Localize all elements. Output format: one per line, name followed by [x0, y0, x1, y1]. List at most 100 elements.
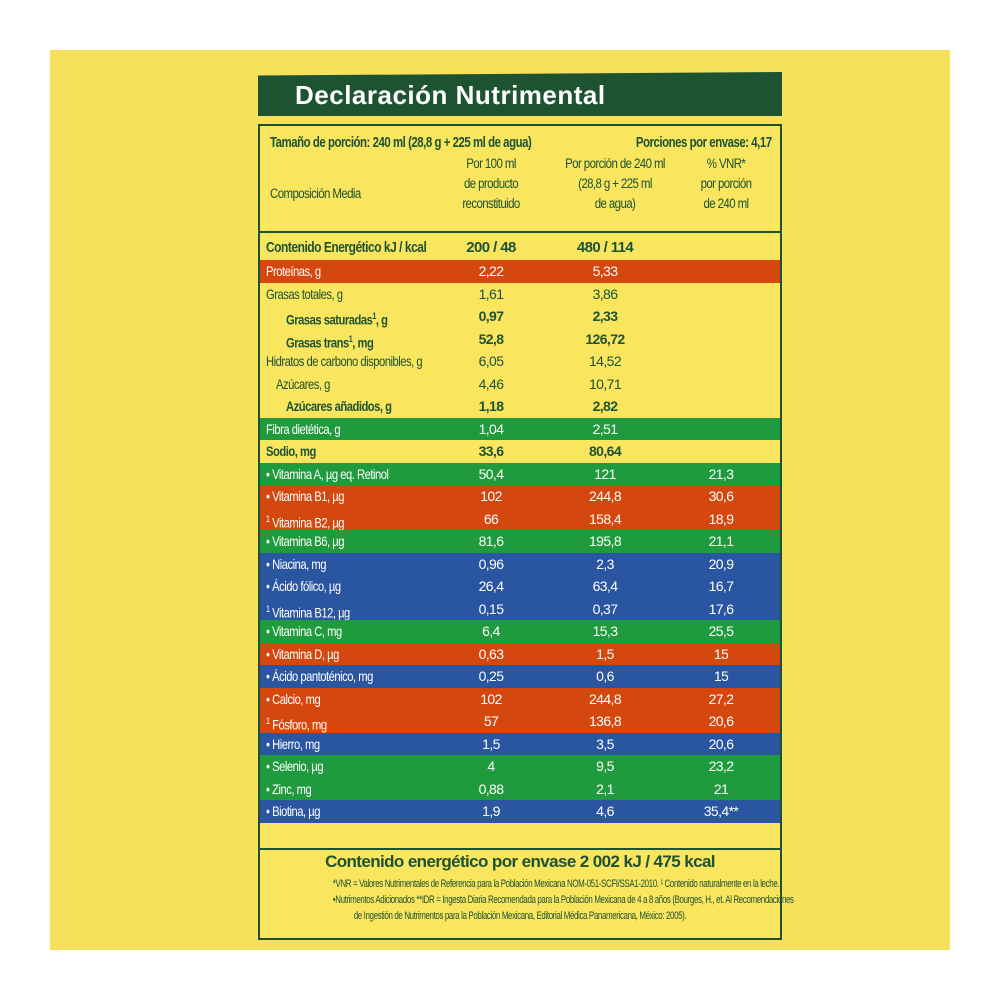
header-line: de 240 ml	[703, 196, 749, 211]
value-per-100ml: 33,6	[478, 443, 504, 459]
nutrient-name: Ácido pantoténico, mg	[272, 668, 373, 684]
bullet: •	[266, 690, 270, 707]
nutrient-row: Grasas trans1, mg 52,8 126,72	[260, 328, 780, 351]
row-label: • Vitamina A, µg eq. Retinol	[266, 463, 389, 486]
value-per-100ml: 102	[480, 690, 502, 707]
footnote-mark: 1	[372, 311, 376, 321]
footnote-mark: 1	[266, 513, 270, 524]
nutrient-name: Vitamina B1, µg	[272, 488, 344, 504]
nutrient-row: • Vitamina A, µg eq. Retinol 50,4 121 21,3	[260, 462, 780, 486]
row-label: • Biotina, µg	[266, 800, 320, 823]
serving-size: Tamaño de porción: 240 ml (28,8 g + 225 …	[270, 134, 532, 151]
value-per-100ml: 66	[483, 510, 499, 527]
unit: , mg	[352, 334, 374, 351]
header-vnr: % VNR* por porción de 240 ml	[684, 154, 769, 214]
value-vnr: 21,3	[708, 465, 734, 482]
nutrient-name: Zinc, mg	[272, 780, 312, 797]
value-per-serving: 3,86	[592, 285, 618, 302]
nutrient-row: • Calcio, mg 102 244,8 27,2	[260, 687, 780, 711]
row-label: • Zinc, mg	[266, 778, 312, 801]
bullet: •	[266, 488, 270, 504]
nutrient-name: Niacina, mg	[272, 555, 326, 572]
nutrient-row: • Ácido fólico, µg 26,4 63,4 16,7	[260, 575, 780, 598]
nutrient-row: Azúcares añadidos, g 1,18 2,82	[260, 395, 780, 418]
nutrition-table: Tamaño de porción: 240 ml (28,8 g + 225 …	[258, 124, 794, 940]
header-line: de agua)	[594, 196, 636, 211]
row-label: • Calcio, mg	[266, 688, 321, 711]
value-per-100ml: 6,05	[478, 353, 504, 369]
nutrient-row: • Hierro, mg 1,5 3,5 20,6	[260, 732, 780, 756]
header-per-serving: Por porción de 240 ml (28,8 g + 225 ml d…	[560, 154, 671, 214]
row-label: • Vitamina B6, µg	[266, 530, 344, 553]
nutrient-row: Proteínas, g 2,22 5,33	[260, 260, 780, 283]
energy-row: Contenido Energético kJ / kcal 200 / 48 …	[260, 237, 780, 260]
footnote: •Nutrimentos Adicionados **IDR = Ingesta…	[332, 894, 794, 906]
value-per-serving: 5,33	[592, 263, 618, 279]
row-label: • Selenio, µg	[266, 755, 324, 778]
page-title: Declaración Nutrimental	[295, 80, 606, 110]
bullet: •	[266, 555, 270, 572]
value-per-100ml: 6,4	[482, 623, 500, 639]
value-per-100ml: 1,04	[478, 420, 504, 437]
nutrient-row: • Niacina, mg 0,96 2,3 20,9	[260, 552, 780, 576]
nutrient-row: • Vitamina B6, µg 81,6 195,8 21,1	[260, 530, 780, 553]
bullet: •	[266, 668, 270, 684]
nutrient-name: Vitamina B2, µg	[272, 514, 345, 531]
value-vnr: 20,9	[708, 555, 734, 572]
row-label: 1 Vitamina B12, µg	[266, 598, 350, 624]
header-per-100ml: Por 100 ml de producto reconstituido	[444, 154, 538, 214]
value-per-serving: 0,37	[592, 600, 618, 617]
value-per-serving: 0,6	[596, 668, 614, 684]
bullet: •	[266, 780, 270, 797]
value-vnr: 17,6	[708, 600, 734, 617]
value-per-serving: 126,72	[585, 330, 625, 347]
bullet: •	[266, 803, 270, 819]
row-label: Grasas totales, g	[266, 283, 343, 306]
value-vnr: 20,6	[708, 713, 734, 729]
nutrient-name: Grasas trans	[286, 334, 349, 351]
header-line: por porción	[700, 176, 752, 191]
header-line: de producto	[463, 176, 519, 191]
nutrient-name: Vitamina D, µg	[272, 645, 339, 662]
nutrient-name: Biotina, µg	[272, 803, 320, 819]
row-label: Sodio, mg	[266, 440, 316, 463]
nutrient-row: 1 Fósforo, mg 57 136,8 20,6	[260, 710, 780, 733]
value-per-100ml: 2,22	[478, 263, 504, 279]
value-vnr: 15	[713, 668, 729, 684]
row-label: Azúcares, g	[276, 373, 330, 396]
value-per-100ml: 0,15	[478, 600, 504, 617]
header-line: Por porción de 240 ml	[565, 156, 665, 171]
header-line: Por 100 ml	[466, 156, 516, 171]
value-vnr: 21,1	[708, 533, 734, 549]
nutrient-row: • Ácido pantoténico, mg 0,25 0,6 15	[260, 665, 780, 688]
value-per-100ml: 102	[480, 488, 502, 504]
value-per-serving: 4,6	[596, 803, 614, 819]
bullet: •	[266, 645, 270, 662]
value-per-serving: 2,51	[592, 420, 618, 437]
title-banner	[258, 72, 782, 116]
bullet: •	[266, 735, 270, 752]
header-line: reconstituido	[462, 196, 520, 211]
value-per-100ml: 26,4	[478, 578, 504, 594]
value-per-serving: 63,4	[592, 578, 618, 594]
value-per-100ml: 0,25	[478, 668, 504, 684]
value-vnr: 20,6	[708, 735, 734, 752]
value-per-100ml: 0,96	[478, 555, 504, 572]
header-line: (28,8 g + 225 ml	[578, 176, 652, 191]
nutrient-name: Vitamina C, mg	[272, 623, 342, 639]
row-label: • Ácido fólico, µg	[266, 575, 341, 598]
value-per-100ml: 1,5	[482, 735, 500, 752]
nutrient-name: Vitamina B6, µg	[272, 533, 344, 549]
nutrient-row: • Vitamina C, mg 6,4 15,3 25,5	[260, 620, 780, 643]
nutrient-row: Grasas saturadas1, g 0,97 2,33	[260, 305, 780, 328]
row-label: Azúcares añadidos, g	[286, 395, 392, 418]
value-per-100ml: 0,88	[478, 780, 504, 797]
nutrient-name: Grasas totales, g	[266, 285, 343, 302]
value-per-100ml: 1,9	[482, 803, 500, 819]
header-line: % VNR*	[706, 156, 746, 171]
row-label: • Niacina, mg	[266, 553, 326, 576]
value-vnr: 18,9	[708, 510, 734, 527]
row-label: • Hierro, mg	[266, 733, 320, 756]
footnote: *VNR = Valores Nutrimentales de Referenc…	[332, 878, 780, 890]
bullet: •	[266, 533, 270, 549]
